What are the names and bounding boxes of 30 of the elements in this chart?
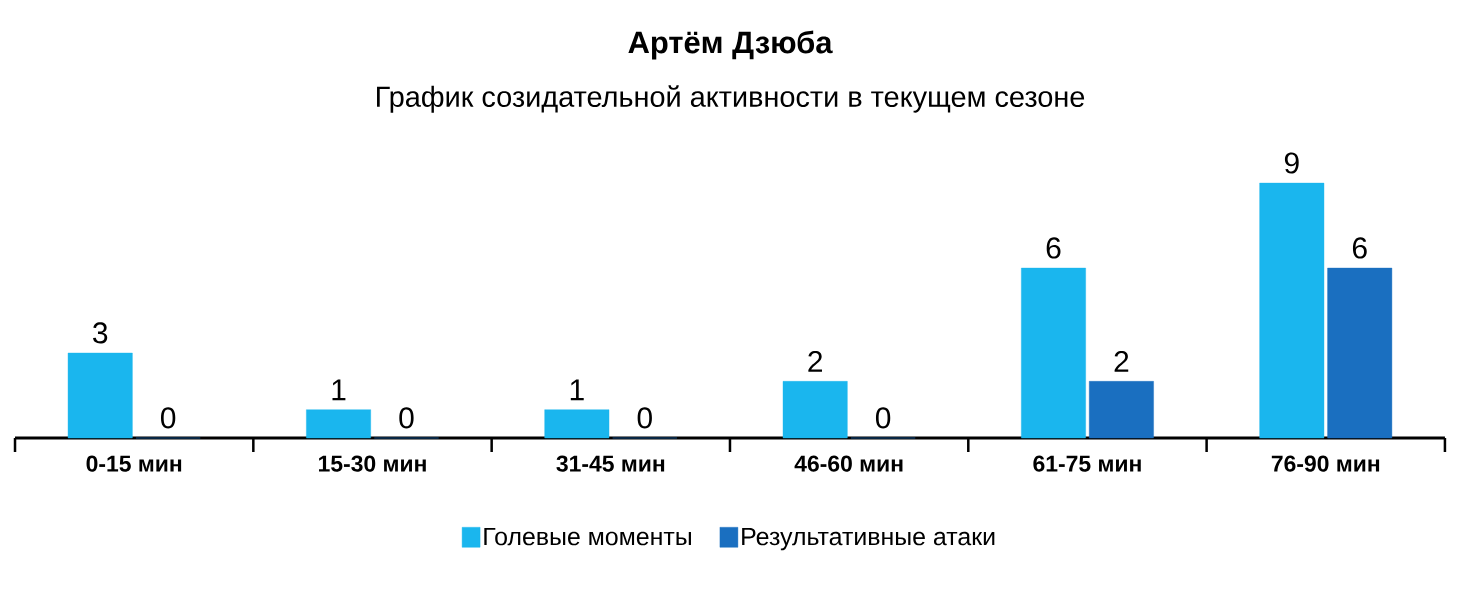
data-label: 0 <box>161 407 176 429</box>
x-tick-label: 31-45 мин <box>556 455 665 472</box>
x-tick-label: 76-90 мин <box>1271 455 1380 472</box>
data-label: 3 <box>93 322 108 344</box>
legend-label: Результативные атаки <box>742 527 995 551</box>
data-label: 1 <box>570 379 584 401</box>
data-label: 6 <box>1046 237 1061 259</box>
data-label: 1 <box>332 379 346 401</box>
chart-title: Артём Дзюба <box>628 30 833 60</box>
bar <box>1259 182 1325 439</box>
bar <box>1327 267 1393 439</box>
data-label: 0 <box>637 407 652 429</box>
chart-subtitle: График созидательной активности в текущем сезоне <box>377 85 1085 113</box>
data-label: 6 <box>1352 237 1367 259</box>
bar <box>1089 381 1154 439</box>
bar <box>67 352 133 439</box>
legend-label: Голевые моменты <box>484 527 691 546</box>
x-tick-label: 15-30 мин <box>319 455 426 472</box>
data-label: 9 <box>1284 152 1299 174</box>
bar <box>306 409 371 439</box>
bar <box>1021 267 1086 439</box>
data-label: 0 <box>399 407 414 429</box>
x-tick-label: 0-15 мин <box>86 455 182 472</box>
bar <box>544 409 610 439</box>
x-tick-label: 61-75 мин <box>1033 455 1141 472</box>
data-label: 0 <box>875 407 891 429</box>
x-tick-label: 46-60 мин <box>794 455 903 472</box>
data-label: 2 <box>808 350 822 372</box>
data-label: 2 <box>1114 350 1129 372</box>
bar <box>782 381 848 439</box>
